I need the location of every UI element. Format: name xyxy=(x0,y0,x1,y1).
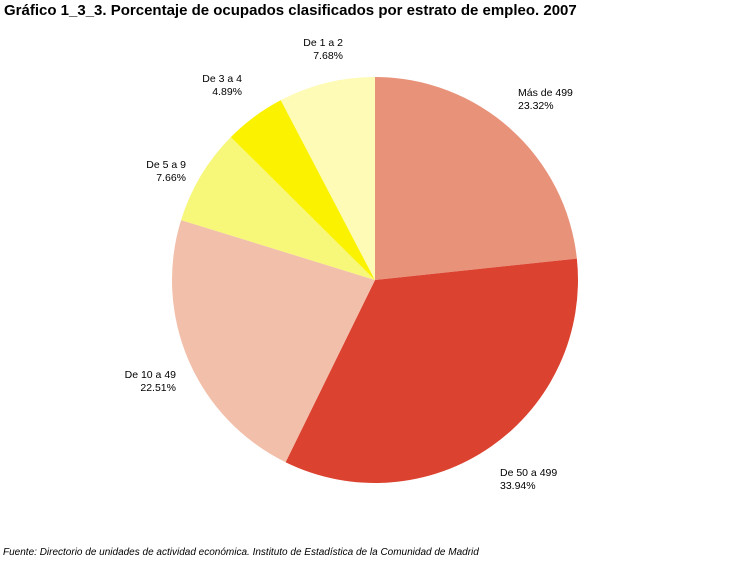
slice-label: De 10 a 49 22.51% xyxy=(125,369,177,394)
pie-labels: Más de 499 23.32% De 50 a 499 33.94% De 10 a… xyxy=(125,37,573,492)
pie-slice xyxy=(280,77,375,280)
pie-slice xyxy=(230,100,375,280)
chart-title: Gráfico 1_3_3. Porcentaje de ocupados cl… xyxy=(4,2,577,19)
pie-slice xyxy=(172,220,375,463)
slice-label: De 50 a 499 33.94% xyxy=(500,467,557,492)
pie-slice xyxy=(375,77,577,280)
pie-slice xyxy=(181,137,375,280)
slice-label: De 5 a 9 7.66% xyxy=(146,159,186,184)
slice-label: De 1 a 2 7.68% xyxy=(303,37,343,62)
pie-chart: Más de 499 23.32% De 50 a 499 33.94% De 10 a… xyxy=(125,37,578,492)
slice-label: De 3 a 4 4.89% xyxy=(202,73,242,98)
slice-label: Más de 499 23.32% xyxy=(518,87,573,112)
pie-slices xyxy=(172,77,578,483)
source-footnote: Fuente: Directorio de unidades de activi… xyxy=(3,547,479,558)
pie-slice xyxy=(285,258,578,483)
